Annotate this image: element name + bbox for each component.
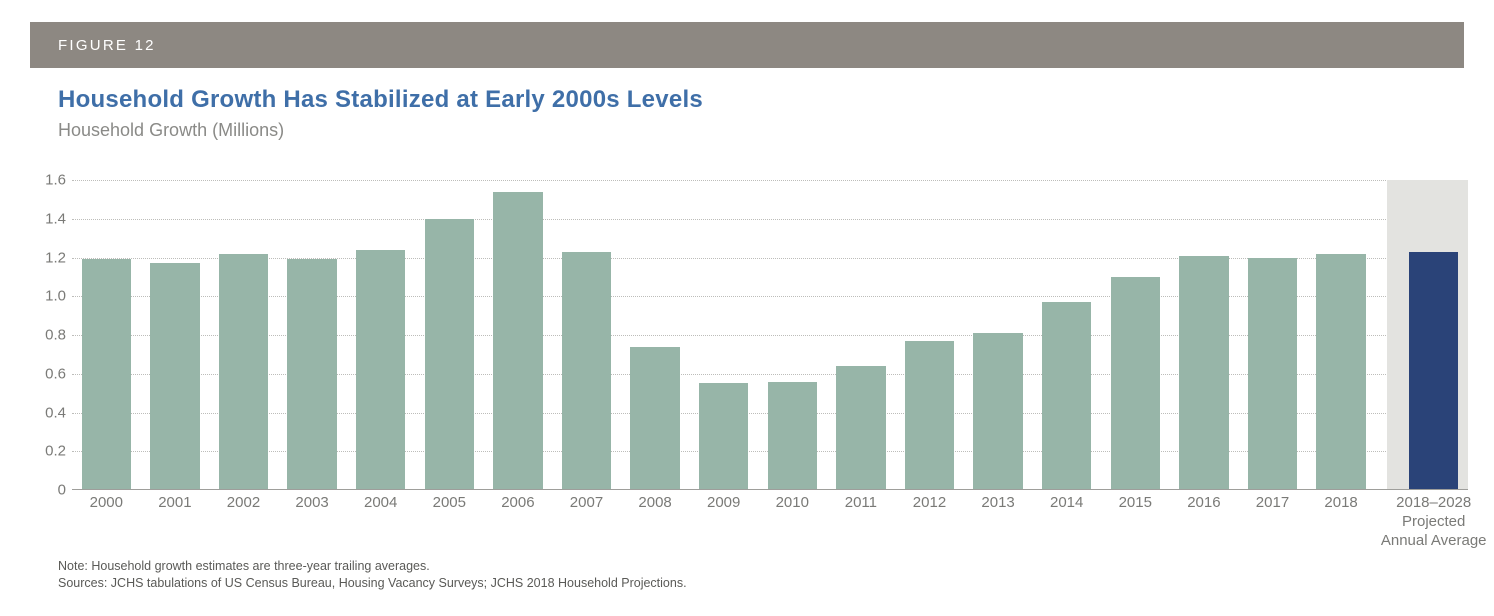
bar-2008 — [630, 347, 679, 490]
note-text: Note: Household growth estimates are thr… — [58, 558, 687, 575]
bar-2000 — [82, 259, 131, 490]
y-tick-label: 1.4 — [30, 210, 66, 227]
bar-2015 — [1111, 277, 1160, 490]
chart-title: Household Growth Has Stabilized at Early… — [58, 86, 703, 114]
x-axis-line — [72, 489, 1468, 490]
title-block: Household Growth Has Stabilized at Early… — [58, 86, 703, 141]
y-tick-label: 1.6 — [30, 172, 66, 189]
bar-2018 — [1316, 254, 1365, 490]
bar-2002 — [219, 254, 268, 490]
plot-area — [72, 180, 1468, 490]
figure-container: FIGURE 12 Household Growth Has Stabilize… — [0, 0, 1494, 616]
bar-2009 — [699, 383, 748, 490]
bar-2004 — [356, 250, 405, 490]
y-tick-label: 0.4 — [30, 404, 66, 421]
bar-2003 — [287, 259, 336, 490]
bar-2017 — [1248, 258, 1297, 491]
y-tick-label: 0.2 — [30, 443, 66, 460]
chart-subtitle: Household Growth (Millions) — [58, 120, 703, 141]
footnotes: Note: Household growth estimates are thr… — [58, 558, 687, 592]
y-tick-label: 1.0 — [30, 288, 66, 305]
y-tick-label: 0.8 — [30, 327, 66, 344]
bar-2014 — [1042, 302, 1091, 490]
bar-projected — [1409, 252, 1458, 490]
bar-2001 — [150, 263, 199, 490]
x-tick-label-projected: 2018–2028ProjectedAnnual Average — [1374, 494, 1494, 550]
bar-2016 — [1179, 256, 1228, 490]
y-tick-label: 1.2 — [30, 249, 66, 266]
bars-group — [72, 180, 1468, 490]
bar-2012 — [905, 341, 954, 490]
y-tick-label: 0.6 — [30, 365, 66, 382]
bar-2006 — [493, 192, 542, 490]
figure-label-banner: FIGURE 12 — [30, 22, 1464, 68]
bar-2011 — [836, 366, 885, 490]
bar-2005 — [425, 219, 474, 490]
sources-text: Sources: JCHS tabulations of US Census B… — [58, 575, 687, 592]
figure-label-text: FIGURE 12 — [58, 37, 156, 54]
bar-2013 — [973, 333, 1022, 490]
chart: 00.20.40.60.81.01.21.41.6 20002001200220… — [30, 180, 1468, 490]
bar-2010 — [768, 382, 817, 491]
bar-2007 — [562, 252, 611, 490]
